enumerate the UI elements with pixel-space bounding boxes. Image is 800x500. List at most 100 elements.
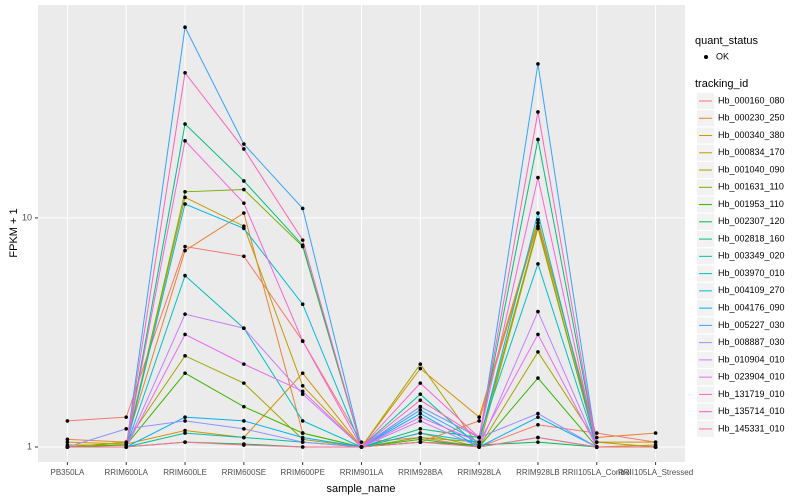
y-axis-label: FPKM + 1: [8, 208, 20, 257]
data-point: [594, 440, 599, 444]
data-point: [536, 415, 540, 419]
point-legend-key: [704, 55, 708, 59]
data-point: [300, 445, 305, 449]
data-point: [183, 70, 187, 75]
data-point: [242, 147, 246, 151]
legend-label: Hb_023904_010: [718, 372, 785, 382]
data-point: [242, 179, 246, 183]
y-tick-label: 10: [22, 212, 32, 222]
legend-label: Hb_135714_010: [718, 406, 785, 416]
data-point: [183, 312, 187, 316]
data-point: [124, 440, 129, 444]
data-point: [418, 408, 423, 412]
x-tick-label: RRIM600LA: [104, 468, 148, 477]
data-point: [418, 381, 423, 385]
x-tick-label: RRIM901LA: [340, 468, 384, 477]
data-point: [653, 445, 658, 449]
legend-label: Hb_004176_090: [718, 302, 785, 312]
data-point: [183, 415, 187, 419]
legend-label: Hb_008887_030: [718, 337, 785, 347]
data-point: [536, 332, 540, 337]
data-point: [183, 139, 187, 143]
data-point: [242, 404, 246, 409]
data-point: [359, 445, 364, 449]
data-point: [300, 206, 305, 211]
data-point: [300, 431, 305, 435]
data-point: [418, 419, 423, 423]
data-point: [242, 362, 246, 366]
data-point: [300, 339, 305, 343]
data-point: [653, 440, 658, 444]
data-point: [536, 175, 540, 180]
data-point: [300, 440, 305, 444]
data-point: [536, 62, 540, 66]
data-point: [477, 419, 481, 423]
data-point: [183, 122, 187, 126]
data-point: [183, 354, 187, 358]
data-point: [536, 224, 540, 229]
data-point: [477, 445, 481, 449]
data-point: [124, 415, 129, 419]
y-tick-label: 1: [27, 441, 32, 451]
x-tick-label: PB350LA: [51, 468, 85, 477]
data-point: [183, 244, 187, 249]
data-point: [594, 445, 599, 449]
legend-label: Hb_000340_380: [718, 130, 785, 140]
data-point: [536, 422, 540, 427]
legend-label: Hb_001040_090: [718, 164, 785, 174]
data-point: [183, 419, 187, 423]
legend-label: Hb_010904_010: [718, 354, 785, 364]
x-tick-label: RRIM928LA: [457, 468, 501, 477]
data-point: [536, 211, 540, 215]
legend-label: Hb_002307_120: [718, 216, 785, 226]
data-point: [300, 302, 305, 307]
data-point: [418, 440, 423, 444]
data-point: [418, 415, 423, 419]
legend-label: Hb_001953_110: [718, 199, 784, 209]
data-point: [183, 371, 187, 375]
data-point: [183, 248, 187, 253]
data-point: [536, 137, 540, 142]
data-point: [65, 445, 70, 449]
data-point: [418, 427, 423, 431]
data-point: [300, 419, 305, 423]
data-point: [477, 435, 481, 440]
data-point: [242, 381, 246, 385]
data-point: [124, 427, 129, 431]
legend-label: Hb_131719_010: [718, 389, 785, 399]
data-point: [418, 362, 423, 366]
x-axis-label: sample_name: [326, 483, 395, 495]
legend-label: Hb_145331_010: [718, 423, 785, 433]
data-point: [418, 392, 423, 397]
data-point: [536, 309, 540, 314]
data-point: [418, 398, 423, 403]
data-point: [242, 226, 246, 231]
data-point: [183, 273, 187, 278]
data-point: [536, 376, 540, 380]
data-point: [242, 187, 246, 192]
data-point: [300, 238, 305, 242]
data-point: [65, 437, 70, 442]
legend-title: tracking_id: [695, 78, 748, 90]
data-point: [418, 366, 423, 371]
legend-label: Hb_000230_250: [718, 113, 785, 123]
x-tick-label: RRII105LA_Control: [562, 468, 632, 477]
legend-label: Hb_003349_020: [718, 251, 785, 261]
data-point: [242, 211, 246, 215]
x-tick-label: RRIM928BA: [398, 468, 443, 477]
data-point: [242, 435, 246, 440]
point-legend-label: OK: [716, 51, 729, 61]
data-point: [536, 350, 540, 354]
data-point: [536, 411, 540, 416]
data-point: [242, 427, 246, 431]
data-point: [183, 440, 187, 444]
data-point: [536, 440, 540, 444]
data-point: [418, 431, 423, 435]
data-point: [183, 25, 187, 30]
legend-label: Hb_005227_030: [718, 320, 785, 330]
data-point: [300, 435, 305, 440]
data-point: [300, 389, 305, 394]
data-point: [242, 254, 246, 259]
